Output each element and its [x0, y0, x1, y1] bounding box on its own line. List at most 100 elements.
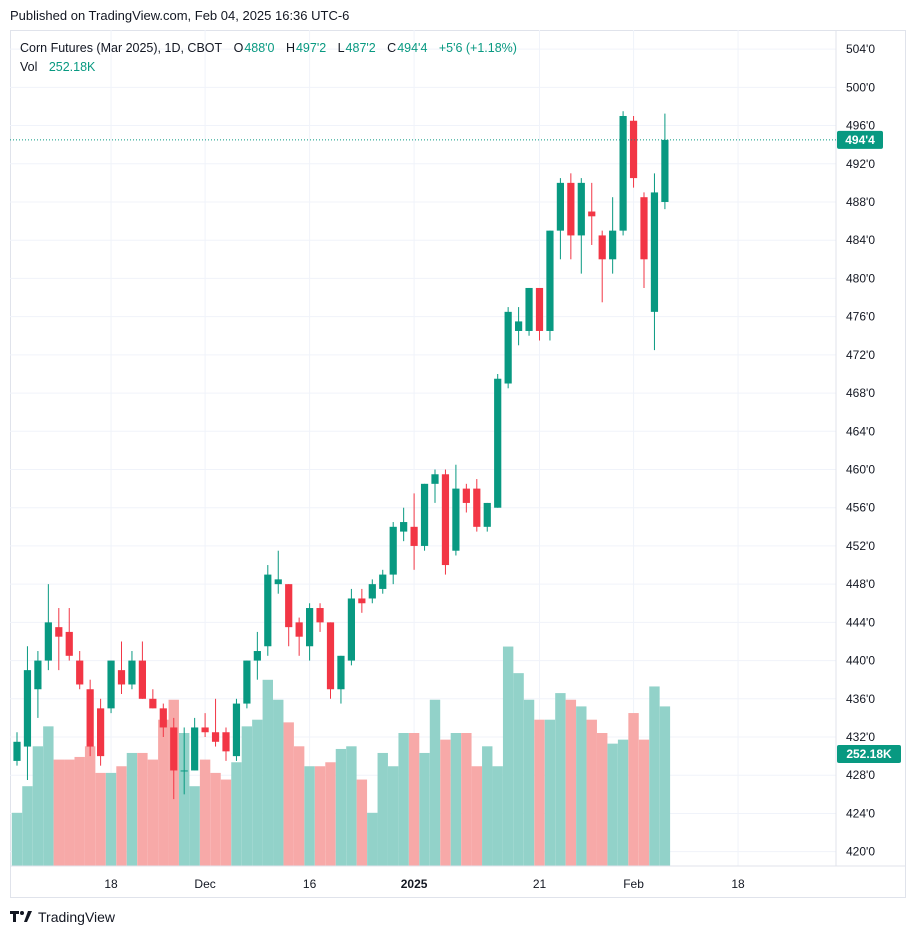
volume-bar — [450, 733, 462, 866]
time-tick-label: 2025 — [401, 877, 428, 891]
volume-bar — [199, 759, 211, 866]
price-tick-label: 464'0 — [846, 424, 875, 438]
candle-body — [368, 584, 376, 599]
volume-bar — [126, 752, 138, 866]
legend-line-volume: Vol 252.18K — [20, 58, 518, 77]
candle-body — [149, 698, 157, 709]
candle-body — [274, 579, 282, 585]
grid-layer — [10, 30, 836, 866]
candle-body — [431, 474, 439, 484]
volume-layer — [11, 646, 671, 866]
price-tick-label: 472'0 — [846, 348, 875, 362]
candle-body — [107, 660, 115, 709]
time-tick-label: Dec — [194, 877, 215, 891]
price-tick-label: 452'0 — [846, 539, 875, 553]
price-tick-label: 420'0 — [846, 845, 875, 859]
candle-body — [650, 192, 659, 312]
candle-body — [441, 474, 450, 566]
volume-bar — [502, 646, 514, 866]
price-tick-label: 424'0 — [846, 806, 875, 820]
candle-body — [337, 655, 345, 690]
candle-layer — [13, 111, 669, 800]
last-volume-badge — [837, 745, 901, 763]
candle-body — [86, 689, 94, 747]
volume-bar — [388, 766, 399, 866]
price-tick-label: 468'0 — [846, 386, 875, 400]
last-volume-text: 252.18K — [846, 747, 892, 761]
volume-bar — [64, 759, 75, 866]
low-label: L — [337, 41, 345, 55]
candle-body — [598, 235, 606, 260]
price-tick-label: 504'0 — [846, 42, 875, 56]
price-tick-label: 484'0 — [846, 233, 875, 247]
candle-body — [326, 622, 335, 690]
volume-bar — [628, 713, 639, 866]
volume-bar — [565, 699, 577, 866]
high-label: H — [285, 41, 295, 55]
candle-body — [306, 608, 314, 647]
volume-bar — [607, 743, 618, 866]
volume-bar — [346, 746, 357, 866]
volume-bar — [534, 719, 545, 866]
price-tick-label: 456'0 — [846, 501, 875, 515]
candle-body — [23, 670, 32, 747]
candle-body — [44, 622, 52, 661]
time-axis: 18 Dec 16 2025 21 Feb 18 — [104, 877, 745, 891]
volume-bar — [304, 766, 315, 866]
volume-bar — [116, 766, 127, 866]
candle-body — [232, 703, 241, 757]
volume-bar — [137, 752, 148, 866]
candle-body — [629, 120, 638, 179]
volume-bar — [649, 686, 660, 866]
volume-bar — [638, 739, 650, 866]
candle-body — [76, 660, 84, 685]
candle-body — [128, 660, 136, 685]
candle-body — [316, 608, 324, 623]
candle-body — [243, 660, 251, 704]
volume-bar — [419, 752, 430, 866]
candle-body — [191, 727, 199, 771]
price-tick-label: 448'0 — [846, 577, 875, 591]
symbol-title: Corn Futures (Mar 2025), 1D, CBOT — [20, 41, 223, 55]
volume-bar — [95, 772, 106, 866]
price-tick-label: 496'0 — [846, 119, 875, 133]
candle-body — [389, 526, 397, 575]
close-label: C — [387, 41, 397, 55]
price-markers: 494'4 252.18K — [10, 130, 901, 763]
price-tick-label: 492'0 — [846, 157, 875, 171]
candle-body — [253, 651, 261, 661]
candle-body — [34, 660, 42, 690]
time-tick-label: Feb — [623, 877, 644, 891]
volume-bar — [325, 762, 336, 866]
volume-bar — [356, 779, 368, 866]
open-value: 488'0 — [244, 41, 275, 55]
volume-bar — [231, 762, 242, 866]
candle-body — [483, 502, 491, 527]
price-tick-label: 428'0 — [846, 768, 875, 782]
volume-value: 252.18K — [48, 60, 96, 74]
price-axis: 420'0 424'0 428'0 432'0 436'0 440'0 444'0 448'0… — [846, 42, 875, 859]
volume-bar — [576, 706, 587, 866]
volume-bar — [189, 786, 200, 866]
volume-bar — [482, 746, 493, 866]
volume-bar — [617, 739, 629, 866]
volume-bar — [252, 719, 263, 866]
candle-body — [640, 197, 648, 260]
candle-body — [55, 627, 63, 637]
volume-bar — [262, 679, 273, 866]
volume-bar — [147, 759, 159, 866]
candle-body — [201, 727, 209, 733]
volume-bar — [22, 786, 33, 866]
volume-bar — [523, 699, 535, 866]
chart-frame — [10, 30, 906, 898]
candle-body — [577, 182, 585, 236]
volume-bar — [273, 699, 284, 866]
candle-body — [504, 311, 512, 384]
price-tick-label: 480'0 — [846, 271, 875, 285]
price-tick-label: 460'0 — [846, 462, 875, 476]
candle-body — [556, 182, 564, 231]
volume-bar — [74, 756, 85, 866]
volume-bar — [440, 739, 451, 866]
volume-bar — [513, 673, 524, 866]
